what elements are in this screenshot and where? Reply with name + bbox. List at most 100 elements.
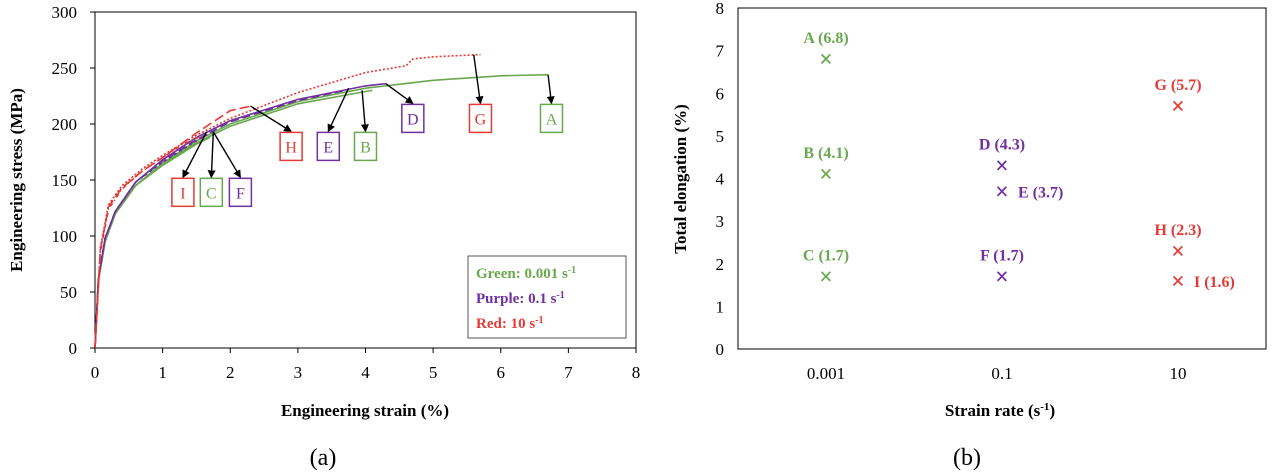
chart-a-panel-label: (a) bbox=[310, 445, 337, 471]
annotation-label-E: E bbox=[323, 139, 333, 156]
chart-a-xtick-label: 7 bbox=[564, 363, 573, 382]
annotation-box-H bbox=[279, 131, 303, 162]
legend-entry-red-sup: -1 bbox=[535, 315, 543, 326]
annotation-label-C: C bbox=[206, 185, 217, 202]
chart-a-xtick-label: 6 bbox=[497, 363, 506, 382]
scatter-point-label: G (5.7) bbox=[1154, 77, 1201, 94]
annotation-label-B: B bbox=[360, 139, 371, 156]
chart-a-series-group bbox=[94, 53, 549, 349]
scatter-point-marker: × bbox=[1171, 269, 1185, 295]
chart-a-ytick-label: 250 bbox=[52, 59, 78, 78]
chart-b-plot-frame bbox=[737, 7, 1267, 350]
chart-b-xtick-label: 0.001 bbox=[807, 364, 845, 383]
annotation-box-D bbox=[401, 103, 425, 134]
chart-a-ytick-label: 300 bbox=[52, 3, 78, 22]
scatter-point-label: E (3.7) bbox=[1018, 184, 1063, 201]
chart-b-panel-label: (b) bbox=[953, 445, 981, 471]
legend-entry-purple-label: Purple: 0.1 s bbox=[476, 291, 557, 307]
scatter-point-marker: × bbox=[995, 179, 1009, 205]
annotation-box-A bbox=[539, 103, 564, 134]
chart-a-annotations: A B C D E F G H I bbox=[171, 54, 564, 208]
legend-entry-green-sup: -1 bbox=[568, 265, 576, 276]
scatter-point-marker: × bbox=[995, 154, 1009, 180]
annotation-label-I: I bbox=[180, 185, 185, 202]
annotation-box-F bbox=[228, 177, 253, 208]
chart-a-y-ticks: 0 50 100 150 200 250 300 bbox=[52, 3, 95, 358]
series-line-E bbox=[94, 89, 346, 349]
scatter-point-label: H (2.3) bbox=[1154, 222, 1201, 239]
scatter-point-label: A (6.8) bbox=[803, 30, 848, 47]
chart-a-xtick-label: 4 bbox=[361, 363, 370, 382]
scatter-point-marker: × bbox=[819, 265, 833, 291]
legend-entry-purple-sup: -1 bbox=[556, 290, 564, 301]
series-line-G bbox=[94, 53, 481, 349]
chart-b-ytick-label: 6 bbox=[716, 84, 725, 103]
scatter-point-label: B (4.1) bbox=[803, 145, 848, 162]
annotation-arrow-G bbox=[473, 54, 484, 105]
chart-b-ytick-label: 0 bbox=[716, 340, 725, 359]
legend-box bbox=[467, 255, 627, 339]
chart-a-xtick-label: 0 bbox=[91, 363, 100, 382]
legend-entry-red: Red: 10 s-1 bbox=[476, 315, 544, 333]
chart-b-points: ×A (6.8)×B (4.1)×C (1.7)×D (4.3)× E (3.7)… bbox=[803, 30, 1235, 295]
scatter-point-marker: × bbox=[819, 162, 833, 188]
annotation-label-G: G bbox=[475, 111, 487, 128]
chart-a-xtick-label: 5 bbox=[429, 363, 438, 382]
legend-entry-green: Green: 0.001 s-1 bbox=[476, 265, 576, 283]
chart-b-ytick-label: 8 bbox=[716, 0, 725, 18]
scatter-point-label: I (1.6) bbox=[1194, 274, 1235, 291]
series-line-I bbox=[94, 134, 204, 349]
chart-b-ytick-label: 5 bbox=[716, 127, 725, 146]
annotation-arrow-I bbox=[182, 131, 208, 179]
legend-entry-green-label: Green: 0.001 s bbox=[476, 266, 568, 282]
scatter-point-marker: × bbox=[1171, 94, 1185, 120]
annotation-arrow-D bbox=[385, 83, 414, 104]
chart-b-ytick-label: 7 bbox=[716, 42, 725, 61]
chart-a-xlabel: Engineering strain (%) bbox=[281, 401, 449, 420]
scatter-point-marker: × bbox=[1171, 239, 1185, 265]
chart-b-xlabel-sup: -1 bbox=[1040, 401, 1049, 413]
chart-a-ylabel: Engineering stress (MPa) bbox=[7, 88, 26, 272]
annotation-arrow-A bbox=[546, 74, 555, 105]
annotation-arrow-B bbox=[360, 90, 369, 133]
chart-a-legend: Green: 0.001 s-1 Purple: 0.1 s-1 Red: 10… bbox=[467, 255, 627, 339]
chart-b-x-ticks: 0.001 0.1 10 bbox=[807, 364, 1187, 383]
chart-b-ytick-label: 4 bbox=[716, 170, 725, 189]
chart-b-xlabel-end: ) bbox=[1049, 401, 1055, 420]
legend-entry-red-label: Red: 10 s bbox=[476, 316, 535, 332]
chart-b-ytick-label: 3 bbox=[716, 212, 725, 231]
chart-a-x-ticks: 0 1 2 3 4 5 6 7 8 bbox=[91, 348, 641, 382]
annotation-box-E bbox=[316, 131, 341, 162]
annotation-arrow-E bbox=[327, 87, 350, 133]
chart-a-ytick-label: 200 bbox=[52, 115, 78, 134]
chart-b-xlabel-main: Strain rate (s bbox=[945, 401, 1041, 420]
scatter-point-marker: × bbox=[819, 47, 833, 73]
annotation-label-D: D bbox=[407, 111, 419, 128]
scatter-point-marker: × bbox=[995, 265, 1009, 291]
chart-a-ytick-label: 100 bbox=[52, 227, 78, 246]
chart-a-ytick-label: 50 bbox=[60, 283, 77, 302]
chart-a-xtick-label: 8 bbox=[632, 363, 641, 382]
series-line-F bbox=[94, 132, 211, 349]
annotation-arrow-F bbox=[212, 131, 241, 179]
annotation-label-F: F bbox=[236, 185, 245, 202]
chart-a-xtick-label: 2 bbox=[226, 363, 235, 382]
chart-a-ytick-label: 0 bbox=[69, 339, 78, 358]
annotation-box-B bbox=[353, 131, 378, 162]
legend-entry-purple: Purple: 0.1 s-1 bbox=[476, 290, 565, 308]
chart-a-xtick-label: 3 bbox=[294, 363, 303, 382]
chart-a-xtick-label: 1 bbox=[158, 363, 167, 382]
chart-b-ytick-label: 1 bbox=[716, 297, 725, 316]
annotation-box-G bbox=[468, 103, 493, 134]
chart-b-y-ticks: 0 1 2 3 4 5 6 7 8 bbox=[716, 0, 725, 359]
chart-b-xlabel: Strain rate (s-1) bbox=[945, 401, 1055, 420]
scatter-point-label: C (1.7) bbox=[803, 248, 849, 265]
chart-b-xtick-label: 0.1 bbox=[991, 364, 1012, 383]
scatter-point-label: D (4.3) bbox=[979, 137, 1025, 154]
scatter-point-label: F (1.7) bbox=[980, 248, 1024, 265]
annotation-box-I bbox=[171, 177, 195, 208]
annotation-box-C bbox=[199, 177, 224, 208]
annotation-label-A: A bbox=[546, 111, 558, 128]
